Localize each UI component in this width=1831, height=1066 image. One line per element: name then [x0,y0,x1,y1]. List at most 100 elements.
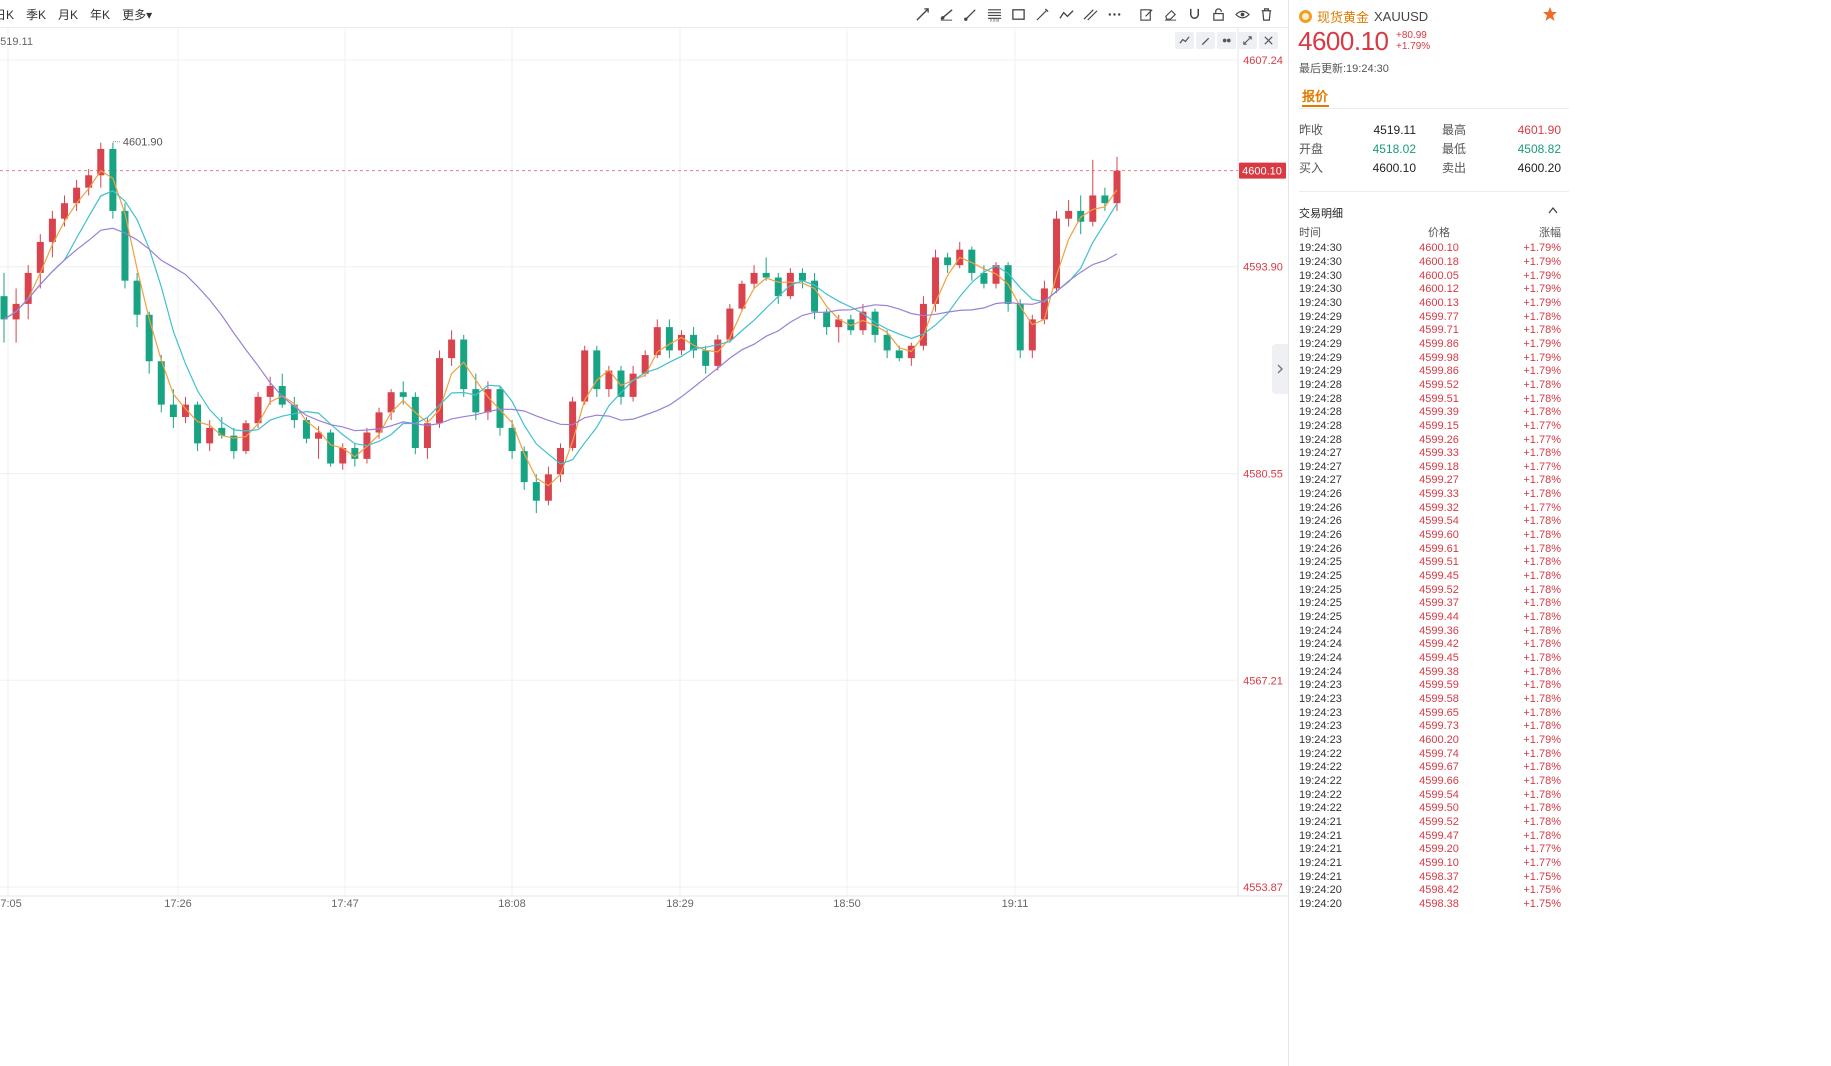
more-tools-icon[interactable] [1102,5,1126,23]
polyline-icon[interactable] [1054,5,1078,23]
trade-pct: +1.78% [1523,406,1561,419]
last-updated: 最后更新:19:24:30 [1299,63,1389,75]
candle-down [980,272,988,284]
close-icon[interactable] [1259,32,1278,49]
trade-price: 4599.15 [1419,419,1459,432]
candle-up [1065,210,1073,219]
candle-up [726,308,734,340]
symbol-code: XAUUSD [1374,9,1429,24]
trade-pct: +1.78% [1523,747,1561,760]
trade-price: 4599.38 [1419,665,1459,678]
trade-row: 19:24:29 4599.98 +1.79% [1299,351,1561,365]
period-more[interactable]: 更多▾ [122,8,153,22]
trade-pct: +1.78% [1523,310,1561,323]
trade-price: 4600.12 [1419,283,1459,296]
trade-time: 19:24:30 [1299,255,1342,268]
candle-up [641,355,649,374]
trade-time: 19:24:21 [1299,829,1342,842]
candle-up [581,350,589,402]
trade-time: 19:24:25 [1299,583,1342,596]
period-year[interactable]: 年K [90,8,111,22]
trade-row: 19:24:25 4599.37 +1.78% [1299,597,1561,611]
candle-down [895,350,903,359]
edit-note-icon[interactable] [1134,5,1158,23]
trash-icon[interactable] [1254,5,1278,23]
trade-price: 4599.77 [1419,310,1459,323]
collapse-panel-button[interactable] [1272,344,1288,394]
trade-pct: +1.78% [1523,488,1561,501]
parallel-lines-icon[interactable] [1078,5,1102,23]
eraser-icon[interactable] [1158,5,1182,23]
trade-pct: +1.78% [1523,542,1561,555]
candle-down [1077,210,1085,222]
trade-pct: +1.79% [1523,296,1561,309]
trade-price: 4598.42 [1419,884,1459,897]
trade-row: 19:24:24 4599.38 +1.78% [1299,665,1561,679]
segment-line-icon[interactable] [958,5,982,23]
candle-up [448,339,456,359]
trade-time: 19:24:25 [1299,611,1342,624]
draw-icon[interactable] [1196,32,1215,49]
trade-price: 4599.45 [1419,652,1459,665]
candle-up [73,187,81,204]
candle-up [36,241,44,273]
trade-price: 4599.44 [1419,611,1459,624]
settings-icon[interactable] [1217,32,1236,49]
candle-down [690,334,698,351]
period-month[interactable]: 月K [58,8,79,22]
magnet-icon[interactable] [1182,5,1206,23]
trade-row: 19:24:26 4599.32 +1.77% [1299,501,1561,515]
candle-up [254,396,262,424]
quote-value: 4600.10 [1372,160,1416,175]
trade-time: 19:24:30 [1299,283,1342,296]
ray-line-icon[interactable] [934,5,958,23]
trade-row: 19:24:23 4599.59 +1.78% [1299,679,1561,693]
trade-price: 4599.52 [1419,815,1459,828]
gold-icon [1299,10,1312,23]
price-change: +80.99 +1.79% [1396,30,1430,52]
quote-grid: 昨收 4519.11 最高 4601.90 开盘 4518.02 最低 4508.82 买入 46… [1299,120,1561,177]
trade-row: 19:24:25 4599.44 +1.78% [1299,611,1561,625]
trade-price: 4599.58 [1419,692,1459,705]
trade-price: 4599.54 [1419,788,1459,801]
favorite-star-icon[interactable] [1542,6,1558,22]
pen-icon[interactable] [1030,5,1054,23]
change-value: +80.99 [1396,30,1427,41]
trade-pct: +1.77% [1523,419,1561,432]
candle-up [97,148,105,176]
quote-label: 卖出 [1442,161,1467,175]
tab-quote[interactable]: 报价 [1302,89,1329,104]
candle-down [496,389,504,428]
rectangle-icon[interactable] [1006,5,1030,23]
period-day[interactable]: 日K [0,8,15,22]
candle-up [544,474,552,501]
candlestick-chart[interactable]: 17:05 17:26 17:47 18:08 18:29 18:50 19:11 4607.… [0,0,1288,1066]
trades-title: 交易明细 [1299,208,1343,220]
prev-close-label: 4519.11 [0,36,33,48]
trade-row: 19:24:26 4599.60 +1.78% [1299,529,1561,543]
fibonacci-icon[interactable]: 0.618 [982,5,1006,23]
trade-price: 4599.59 [1419,679,1459,692]
trend-line-icon[interactable] [910,5,934,23]
trade-price: 4599.51 [1419,392,1459,405]
fullscreen-icon[interactable] [1238,32,1257,49]
trade-pct: +1.78% [1523,788,1561,801]
trade-time: 19:24:30 [1299,242,1342,255]
candle-down [1101,195,1109,204]
trade-pct: +1.78% [1523,611,1561,624]
chevron-up-icon[interactable] [1548,206,1558,214]
trade-price: 4599.45 [1419,570,1459,583]
candle-up [60,203,68,219]
candle-down [194,404,202,444]
chart-area[interactable]: 17:05 17:26 17:47 18:08 18:29 18:50 19:11 4607.… [0,0,1288,1066]
period-quarter[interactable]: 季K [26,8,47,22]
trade-price: 4599.73 [1419,720,1459,733]
quote-label: 最高 [1442,123,1467,137]
trade-time: 19:24:24 [1299,638,1342,651]
quote-label: 最低 [1442,142,1467,156]
trade-price: 4599.51 [1419,556,1459,569]
eye-icon[interactable] [1230,5,1254,23]
lock-icon[interactable] [1206,5,1230,23]
indicator-icon[interactable] [1175,32,1194,49]
trade-price: 4599.33 [1419,447,1459,460]
